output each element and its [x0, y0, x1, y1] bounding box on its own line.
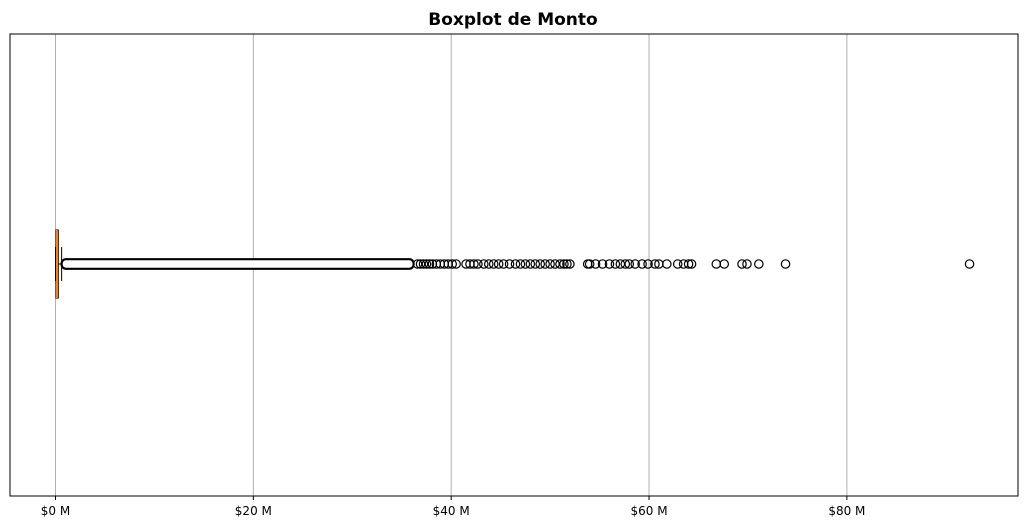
outlier-point [620, 259, 631, 269]
outlier-point [483, 259, 494, 269]
outlier-point [479, 259, 489, 269]
outlier-point [555, 259, 565, 269]
outlier-point [604, 259, 615, 269]
outlier-point [624, 259, 635, 269]
outlier-point [562, 259, 572, 269]
outlier-point [678, 259, 689, 269]
outlier-point [510, 259, 521, 269]
outlier-point [630, 259, 640, 269]
outlier-point [535, 259, 546, 269]
outlier-point [610, 259, 621, 269]
outlier-point [504, 259, 515, 269]
x-tick-label: $40 M [433, 504, 470, 518]
outlier-point [637, 259, 647, 269]
outlier-point [662, 259, 672, 269]
outlier-point [643, 259, 653, 269]
outlier-point [559, 259, 569, 269]
outlier-point [421, 259, 432, 269]
outlier-point [590, 259, 601, 269]
outlier-point [525, 259, 536, 269]
outlier-point [650, 259, 660, 269]
outlier-point [754, 259, 764, 269]
outlier-point [672, 259, 683, 269]
x-tick-label: $0 M [41, 504, 70, 518]
outlier-point [451, 259, 461, 269]
outlier-point [780, 259, 791, 269]
outlier-point [530, 259, 541, 269]
outlier-point [582, 259, 593, 269]
outlier-point [737, 259, 747, 269]
outlier-point [719, 259, 730, 269]
axes-frame [9, 33, 1019, 497]
outlier-point [447, 259, 457, 269]
outlier-point [565, 259, 575, 269]
outlier-point [488, 259, 499, 269]
outlier-point [550, 259, 560, 269]
x-axis: $0 M $20 M $40 M $60 M $80 M [41, 496, 865, 518]
outlier-point [683, 259, 694, 269]
outlier-point [584, 259, 595, 269]
outlier-point [540, 259, 550, 269]
x-tick-label: $80 M [828, 504, 865, 518]
x-gridlines [55, 34, 848, 496]
outlier-point [742, 259, 752, 269]
outlier-band [60, 258, 415, 270]
chart-title: Boxplot de Monto [428, 10, 597, 30]
outlier-point [469, 259, 479, 269]
outlier-point [597, 259, 608, 269]
outlier-point [545, 259, 555, 269]
outlier-point [615, 259, 626, 269]
outlier-point [964, 259, 975, 269]
outlier-point [515, 259, 526, 269]
plot-area [55, 229, 975, 299]
outlier-point [473, 259, 483, 269]
outlier-point [520, 259, 531, 269]
x-tick-label: $60 M [630, 504, 667, 518]
outlier-point [424, 259, 435, 269]
outlier-point [711, 259, 722, 269]
x-tick-label: $20 M [235, 504, 272, 518]
outlier-point [686, 259, 697, 269]
outlier-point [493, 259, 504, 269]
outlier-point [498, 259, 509, 269]
